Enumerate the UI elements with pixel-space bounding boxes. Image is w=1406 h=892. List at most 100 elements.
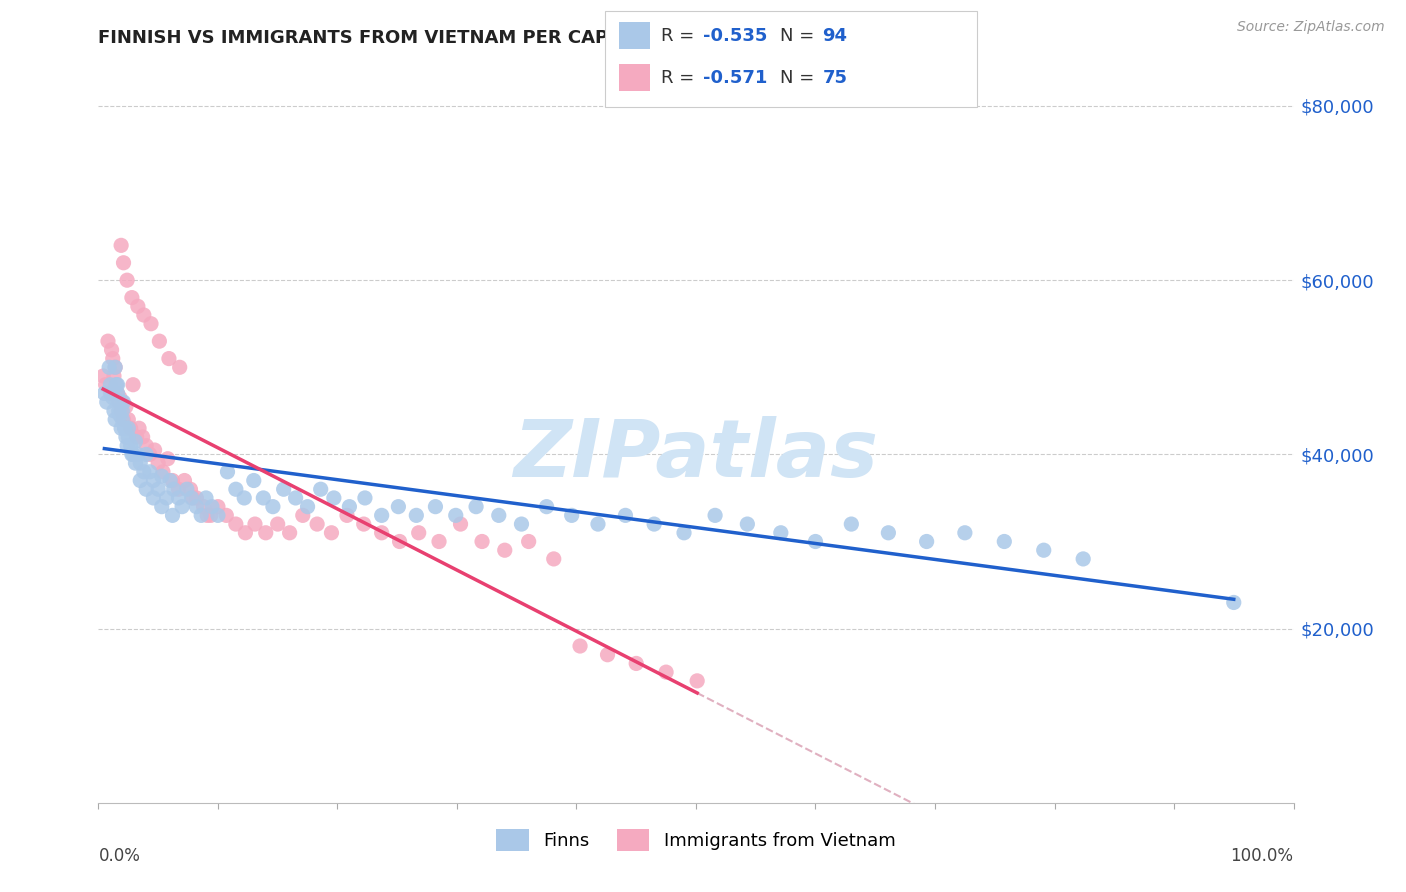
Legend: Finns, Immigrants from Vietnam: Finns, Immigrants from Vietnam: [488, 821, 904, 861]
Point: [953, 525, 976, 540]
Point: [673, 525, 696, 540]
Point: [586, 517, 609, 532]
Point: [841, 517, 863, 532]
Point: [207, 508, 229, 523]
Text: 94: 94: [823, 27, 848, 45]
Point: [121, 447, 143, 461]
Point: [112, 256, 135, 270]
Point: [215, 508, 238, 523]
Point: [93, 386, 115, 401]
Point: [686, 673, 709, 688]
Point: [111, 404, 134, 418]
Point: [471, 534, 494, 549]
Point: [128, 421, 150, 435]
Point: [120, 421, 142, 435]
Point: [139, 317, 162, 331]
Point: [193, 500, 215, 514]
Point: [142, 491, 165, 505]
Point: [233, 491, 256, 505]
Point: [195, 508, 218, 523]
Point: [122, 447, 145, 461]
Point: [98, 377, 122, 392]
Point: [322, 491, 344, 505]
Point: [596, 648, 619, 662]
Point: [135, 447, 157, 461]
Text: Source: ZipAtlas.com: Source: ZipAtlas.com: [1237, 20, 1385, 34]
Point: [112, 395, 135, 409]
Point: [103, 404, 125, 418]
Point: [108, 395, 131, 409]
Point: [115, 439, 138, 453]
Text: ZIPatlas: ZIPatlas: [513, 416, 879, 494]
Point: [915, 534, 938, 549]
Y-axis label: Per Capita Income: Per Capita Income: [0, 357, 8, 508]
Text: N =: N =: [780, 27, 820, 45]
Point: [252, 491, 274, 505]
Point: [142, 474, 165, 488]
Point: [172, 500, 194, 514]
Point: [655, 665, 678, 680]
Point: [262, 500, 284, 514]
Point: [569, 639, 592, 653]
Point: [162, 474, 184, 488]
Point: [614, 508, 637, 523]
Point: [157, 351, 180, 366]
Point: [291, 508, 314, 523]
Point: [105, 377, 128, 392]
Point: [104, 412, 127, 426]
Point: [267, 517, 290, 532]
Point: [122, 377, 145, 392]
Point: [115, 273, 138, 287]
Point: [370, 508, 392, 523]
Point: [163, 482, 186, 496]
Point: [148, 482, 170, 496]
Point: [626, 657, 648, 671]
Point: [1032, 543, 1054, 558]
Point: [993, 534, 1015, 549]
Point: [132, 308, 155, 322]
Point: [278, 525, 301, 540]
Point: [139, 447, 162, 461]
Point: [309, 482, 332, 496]
Point: [169, 360, 191, 375]
Point: [176, 482, 198, 496]
Point: [159, 474, 181, 488]
Point: [1071, 552, 1094, 566]
Point: [101, 391, 124, 405]
Point: [107, 386, 129, 401]
Point: [127, 299, 149, 313]
Point: [737, 517, 759, 532]
Point: [107, 377, 129, 392]
Point: [129, 456, 152, 470]
Point: [405, 508, 427, 523]
Point: [121, 291, 143, 305]
Point: [127, 447, 149, 461]
Point: [117, 412, 139, 426]
Point: [167, 482, 190, 496]
Text: N =: N =: [780, 69, 820, 87]
Point: [150, 469, 173, 483]
Point: [536, 500, 558, 514]
Point: [243, 517, 266, 532]
Point: [132, 465, 155, 479]
Point: [105, 377, 128, 392]
Point: [201, 500, 224, 514]
Point: [125, 430, 148, 444]
Point: [135, 439, 157, 453]
Point: [98, 386, 122, 401]
Point: [450, 517, 472, 532]
Text: 75: 75: [823, 69, 848, 87]
Point: [444, 508, 467, 523]
Point: [307, 517, 329, 532]
Point: [769, 525, 792, 540]
Point: [190, 508, 212, 523]
Point: [131, 430, 153, 444]
Point: [110, 421, 132, 435]
Point: [186, 500, 208, 514]
Point: [115, 430, 138, 444]
Point: [135, 482, 157, 496]
Point: [179, 482, 201, 496]
Point: [114, 421, 136, 435]
Text: R =: R =: [661, 27, 700, 45]
Point: [181, 491, 204, 505]
